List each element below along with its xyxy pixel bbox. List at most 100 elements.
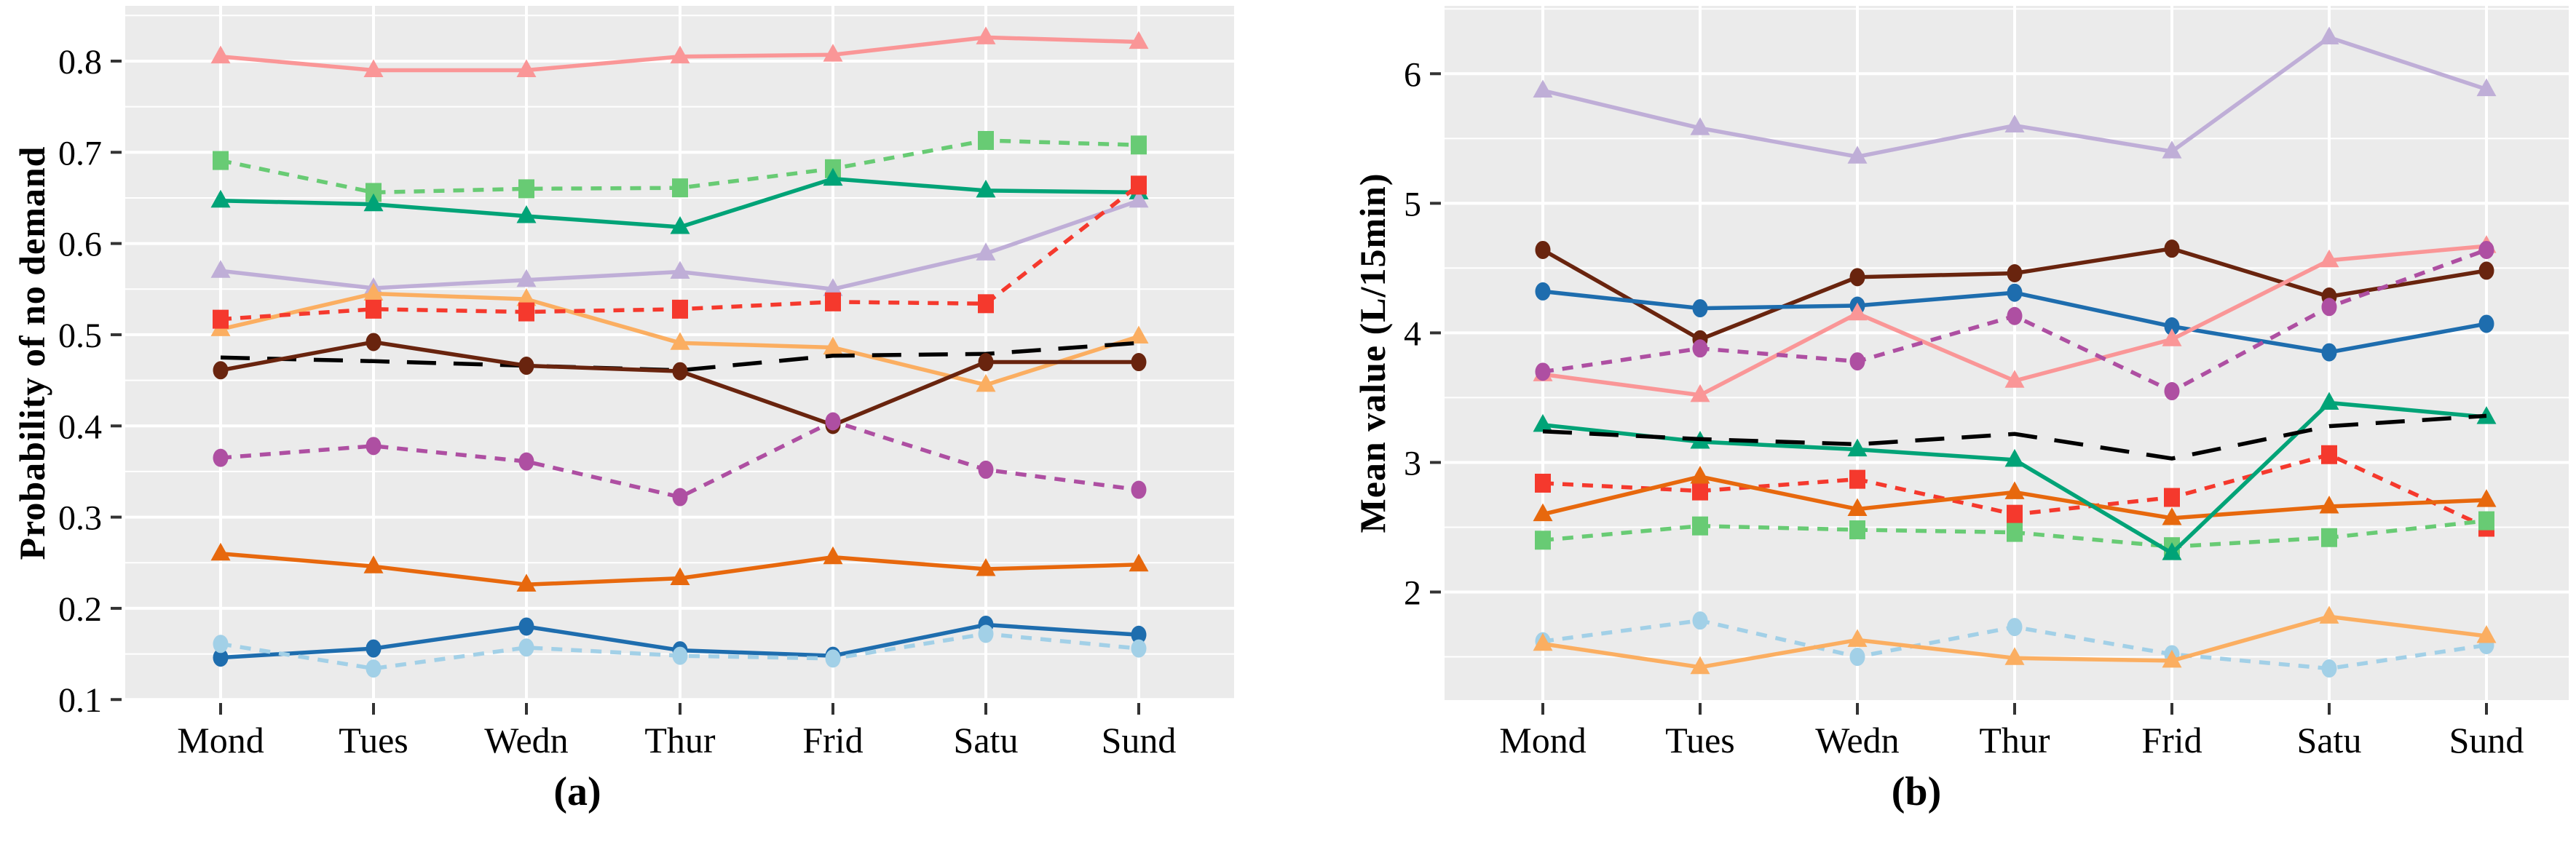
series-lightgreen-dashed-square (213, 130, 1147, 202)
y-tick-label: 0.6 (58, 226, 102, 264)
data-point (2478, 314, 2494, 333)
data-point (516, 288, 537, 306)
data-point (1533, 632, 1553, 651)
data-point (1690, 117, 1710, 135)
y-axis-title-a: Probability of no demand (12, 146, 52, 560)
data-point (825, 412, 841, 431)
x-tick-label: Sund (2449, 720, 2524, 760)
data-point (516, 59, 537, 77)
data-point (825, 649, 841, 668)
series-brown-solid-circle (213, 333, 1147, 434)
data-point (2319, 249, 2339, 268)
data-point (670, 45, 690, 64)
data-point (2321, 528, 2337, 547)
data-point (1129, 189, 1149, 208)
data-point (2164, 382, 2180, 401)
data-point (1690, 466, 1710, 484)
x-tick-label: Frid (2141, 720, 2202, 760)
data-point (1535, 473, 1551, 493)
data-point (823, 167, 843, 186)
panel-a: 0.1 0.2 0.3 0.4 0.5 0.6 0.7 0.8 Mond Tues Wedn Thur… (12, 6, 1234, 814)
data-point (2007, 283, 2023, 302)
data-point (978, 353, 994, 372)
data-point (1535, 531, 1551, 550)
data-point (823, 336, 843, 354)
data-point (2004, 370, 2025, 388)
data-point (1692, 481, 1708, 501)
series-salmon-solid-triangle (210, 26, 1149, 77)
y-tick-label: 4 (1404, 314, 1421, 353)
data-point (1131, 175, 1147, 195)
data-point (1533, 413, 1553, 432)
series-black-longdash (1542, 413, 2487, 461)
data-point (978, 624, 994, 643)
y-tick-label: 2 (1404, 574, 1421, 613)
data-point (976, 26, 996, 44)
y-tick-label: 0.1 (58, 681, 102, 720)
data-point (2162, 328, 2182, 346)
x-tick-label: Wedn (484, 720, 568, 760)
data-point (1692, 339, 1708, 358)
axes: 0.1 0.2 0.3 0.4 0.5 0.6 0.7 0.8 Mond Tues Wedn Thur… (58, 43, 1176, 760)
series-lightblue-dashed-circle (1535, 611, 2494, 678)
data-point (1131, 353, 1147, 372)
data-point (366, 333, 382, 352)
data-point (1690, 656, 1710, 675)
data-point (366, 639, 382, 658)
data-point (2004, 114, 2025, 133)
y-tick-label: 0.4 (58, 408, 102, 446)
data-point (1849, 648, 1865, 667)
data-point (1533, 79, 1553, 98)
data-point (2478, 511, 2494, 531)
data-point (2007, 523, 2023, 542)
data-point (2007, 263, 2023, 282)
y-tick-label: 0.8 (58, 43, 102, 82)
data-point (2007, 504, 2023, 524)
panel-b: 2 3 4 5 6 Mond Tues Wedn Thur Frid Satu Sund Mean v… (1288, 0, 2576, 842)
series-lavender-solid-triangle (1533, 26, 2497, 164)
series-line (1542, 413, 2487, 461)
data-point (2476, 489, 2497, 507)
x-tick-label: Satu (2297, 720, 2362, 760)
data-point (670, 216, 690, 234)
data-point (1129, 553, 1149, 572)
data-point (672, 362, 688, 381)
y-tick-label: 3 (1404, 444, 1421, 482)
data-point (2319, 605, 2339, 624)
data-point (2319, 495, 2339, 514)
series-darkorange-solid-triangle (210, 542, 1149, 592)
data-point (1692, 516, 1708, 536)
y-tick-label: 0.7 (58, 134, 102, 172)
data-point (1692, 299, 1708, 318)
data-point (2478, 240, 2494, 259)
y-tick-label: 5 (1404, 185, 1421, 223)
chart-a-plot: 0.1 0.2 0.3 0.4 0.5 0.6 0.7 0.8 Mond Tues Wedn Thur… (58, 6, 1234, 760)
data-point (1129, 325, 1149, 343)
data-point (210, 45, 231, 64)
data-point (978, 130, 994, 150)
series-orchid-dashed-circle (213, 412, 1147, 507)
series-lightorange-solid-triangle (1533, 605, 2497, 675)
data-point (1847, 438, 1868, 457)
x-tick-label: Satu (954, 720, 1019, 760)
data-point (976, 179, 996, 198)
chart-b-plot: 2 3 4 5 6 Mond Tues Wedn Thur Frid Satu Sund (1404, 6, 2569, 760)
data-point (1849, 268, 1865, 287)
data-point (518, 302, 534, 322)
x-tick-label: Tues (339, 720, 408, 760)
data-point (2162, 649, 2182, 668)
x-tick-label: Wedn (1815, 720, 1899, 760)
data-point (213, 635, 229, 654)
data-point (670, 567, 690, 586)
data-point (213, 309, 229, 329)
data-point (672, 299, 688, 319)
x-tick-label: Thur (644, 720, 716, 760)
data-point (210, 189, 231, 208)
data-point (518, 617, 534, 636)
x-tick-label: Frid (802, 720, 863, 760)
data-point (1533, 503, 1553, 522)
x-tick-label: Tues (1665, 720, 1734, 760)
data-point (1131, 135, 1147, 155)
data-point (1847, 629, 1868, 647)
